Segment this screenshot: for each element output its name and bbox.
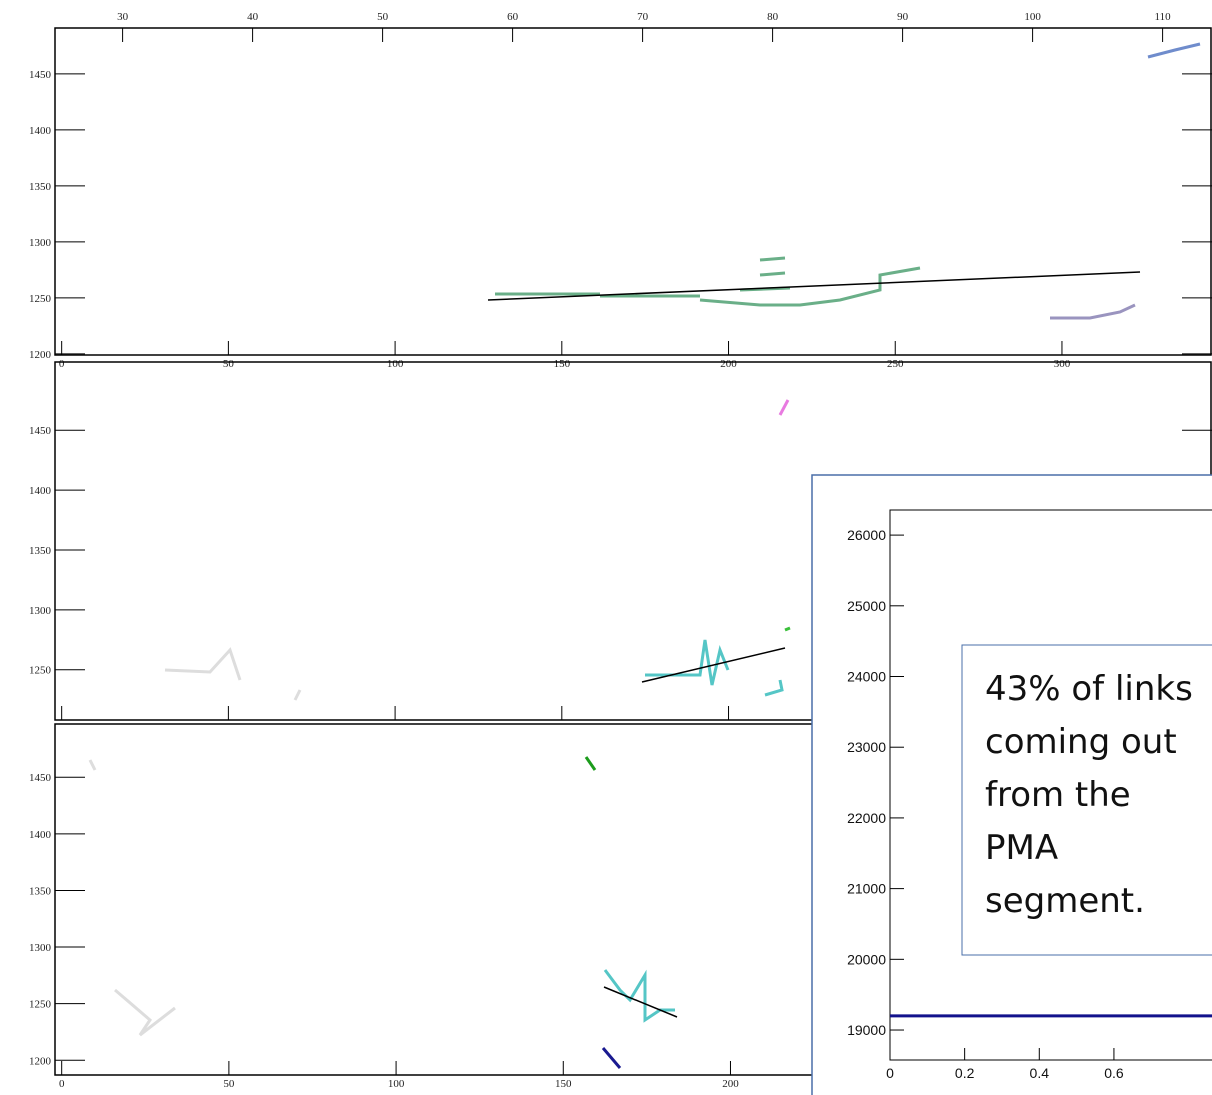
y-tick-label: 1400 <box>29 485 52 497</box>
y-tick-label: 19000 <box>847 1022 886 1038</box>
hit-trace <box>603 1048 620 1068</box>
y-tick-label: 1300 <box>29 605 52 617</box>
hit-trace <box>586 757 595 770</box>
x-tick-label: 50 <box>223 358 235 370</box>
y-tick-label: 23000 <box>847 739 886 755</box>
y-tick-label: 1200 <box>29 349 52 361</box>
hit-trace <box>165 650 300 700</box>
x-tick-label: 100 <box>388 1078 405 1090</box>
callout-text: 43% of links <box>985 669 1193 709</box>
x-tick-label: 300 <box>1054 358 1071 370</box>
y-tick-label: 22000 <box>847 810 886 826</box>
y-tick-label: 26000 <box>847 527 886 543</box>
x2-tick-label: 110 <box>1155 11 1172 23</box>
y-tick-label: 1400 <box>29 829 52 841</box>
slide: 1200 1250 1300 1350 1400 1450 0 50 100 150 200 250 3… <box>0 0 1212 1095</box>
hit-trace <box>1148 44 1200 57</box>
x-tick-label: 0 <box>59 1078 65 1090</box>
y-tick-label: 1450 <box>29 772 52 784</box>
hit-trace <box>1050 305 1135 318</box>
x-tick-label: 50 <box>223 1078 235 1090</box>
hit-trace <box>645 640 782 695</box>
callout-text: from the <box>985 775 1131 815</box>
x-tick-label: 0.2 <box>955 1065 975 1081</box>
plot-frame <box>55 28 1211 355</box>
x-tick-label: 150 <box>555 1078 572 1090</box>
x2-tick-label: 100 <box>1024 11 1041 23</box>
x-tick-label: 0.6 <box>1104 1065 1124 1081</box>
y-tick-label: 20000 <box>847 951 886 967</box>
x2-tick-label: 50 <box>377 11 389 23</box>
callout-text: PMA <box>985 828 1058 868</box>
hit-trace <box>90 760 175 1035</box>
x-tick-label: 0.4 <box>1030 1065 1050 1081</box>
fit-line <box>488 272 1140 300</box>
x2-tick-label: 80 <box>767 11 779 23</box>
x2-tick-label: 70 <box>637 11 649 23</box>
y-tick-label: 1250 <box>29 665 52 677</box>
y-tick-label: 24000 <box>847 669 886 685</box>
x-tick-label: 150 <box>554 358 571 370</box>
y-tick-label: 21000 <box>847 881 886 897</box>
x-tick-label: 0 <box>886 1065 894 1081</box>
y-tick-label: 1250 <box>29 999 52 1011</box>
y-tick-label: 1450 <box>29 425 52 437</box>
y-tick-label: 1300 <box>29 237 52 249</box>
y-tick-label: 1250 <box>29 293 52 305</box>
y-tick-label: 25000 <box>847 598 886 614</box>
x-tick-label: 200 <box>722 1078 739 1090</box>
x-tick-label: 250 <box>887 358 904 370</box>
x2-tick-label: 90 <box>897 11 909 23</box>
callout-text: segment. <box>985 881 1145 921</box>
y-tick-label: 1350 <box>29 885 52 897</box>
x2-tick-label: 60 <box>507 11 519 23</box>
hit-trace <box>785 628 790 630</box>
y-tick-label: 1300 <box>29 942 52 954</box>
x-tick-label: 100 <box>387 358 404 370</box>
page: 1200 1250 1300 1350 1400 1450 0 50 100 150 200 250 3… <box>0 0 1212 1095</box>
y-tick-label: 1400 <box>29 125 52 137</box>
hit-trace <box>495 258 920 305</box>
callout-text: coming out <box>985 722 1177 762</box>
y-tick-label: 1450 <box>29 69 52 81</box>
hit-trace <box>780 400 788 415</box>
x-tick-label: 0 <box>59 358 65 370</box>
y-tick-label: 1350 <box>29 545 52 557</box>
fit-line <box>604 987 677 1017</box>
x2-tick-label: 40 <box>247 11 259 23</box>
x-tick-label: 200 <box>720 358 737 370</box>
y-tick-label: 1200 <box>29 1055 52 1067</box>
x2-tick-label: 30 <box>117 11 129 23</box>
y-tick-label: 1350 <box>29 181 52 193</box>
